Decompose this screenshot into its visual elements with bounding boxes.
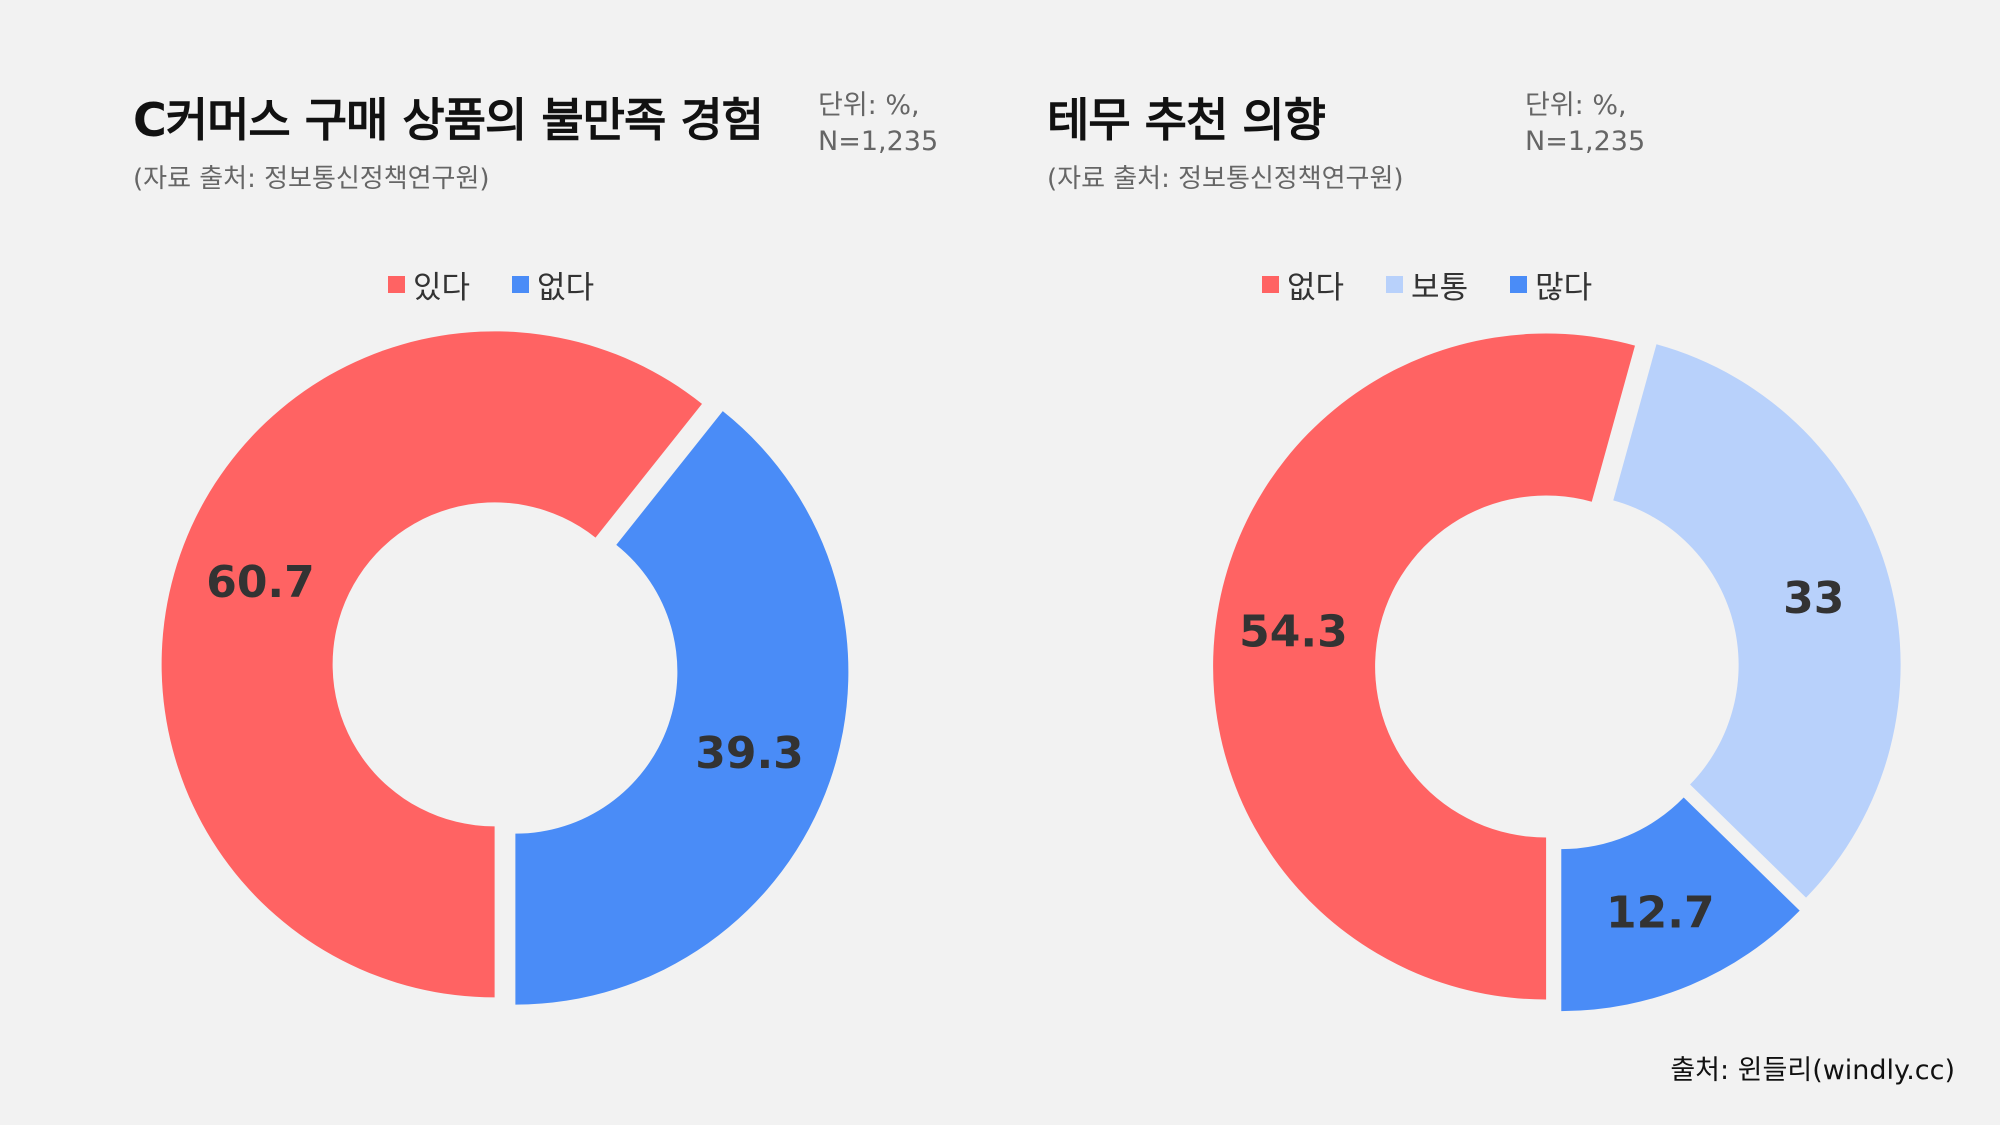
unit-note: 단위: %, N=1,235 (1525, 88, 1645, 160)
legend-label: 보통 (1411, 270, 1469, 306)
donut-slice-3 (1561, 797, 1800, 1012)
chart-title: 테무 추천 의향 (1047, 93, 1326, 147)
legend-label: 있다 (413, 270, 471, 306)
slice-value-label: 12.7 (1606, 888, 1715, 939)
donut-slice-2 (1613, 344, 1901, 898)
donut-slice-2 (515, 411, 849, 1005)
legend-item: 있다 (388, 262, 470, 307)
source-note: (자료 출처: 정보통신정책연구원) (1047, 164, 1404, 194)
chart-panel-1: C커머스 구매 상품의 불만족 경험 단위: %, N=1,235 (자료 출처… (133, 88, 938, 1005)
legend-swatch (1510, 276, 1528, 293)
donut-slice-1 (161, 331, 703, 998)
slice-value-label: 39.3 (695, 728, 804, 779)
legend-label: 없다 (1287, 270, 1345, 306)
chart-panel-2: 테무 추천 의향 단위: %, N=1,235 (자료 출처: 정보통신정책연구… (1000, 0, 2000, 1125)
legend-label: 많다 (1535, 270, 1593, 306)
footer-credit: 출처: 윈들리(windly.cc) (1670, 1055, 1955, 1086)
unit-note: 단위: %, N=1,235 (818, 88, 938, 160)
legend-item: 많다 (1510, 262, 1592, 307)
donut-chart: 60.7 39.3 (161, 331, 849, 1005)
unit-note-text: 단위: %, N=1,235 (1525, 90, 1646, 157)
legend-label: 없다 (537, 270, 595, 306)
legend: 있다 없다 (388, 262, 594, 307)
legend-swatch (1262, 276, 1279, 293)
legend-item: 보통 (1386, 262, 1468, 307)
legend-swatch (388, 276, 405, 293)
chart-title: C커머스 구매 상품의 불만족 경험 (133, 93, 764, 147)
donut-slice-1 (1213, 333, 1635, 1000)
slice-value-label: 33 (1783, 573, 1844, 624)
source-note: (자료 출처: 정보통신정책연구원) (133, 164, 490, 194)
legend-swatch (1386, 276, 1404, 293)
legend-item: 없다 (1262, 262, 1344, 307)
legend-swatch (512, 276, 530, 293)
donut-chart: 54.3 33 12.7 (1213, 333, 1901, 1012)
legend: 없다 보통 많다 (1262, 262, 1592, 307)
slice-value-label: 60.7 (206, 557, 315, 608)
unit-note-text: 단위: %, N=1,235 (818, 90, 939, 157)
slice-value-label: 54.3 (1239, 607, 1348, 658)
legend-item: 없다 (512, 262, 594, 307)
